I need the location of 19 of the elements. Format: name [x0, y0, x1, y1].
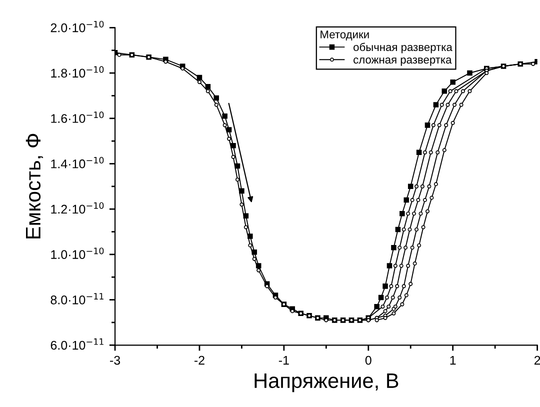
x-tick-label: 1 — [450, 356, 456, 365]
x-tick-label: 0 — [365, 356, 372, 365]
x-tick-label: -2 — [194, 356, 204, 365]
legend-title: Методики — [320, 30, 369, 40]
legend-label: сложная развертка — [354, 58, 452, 66]
y-tick-label: 1.2·10$^{−10}$ — [51, 202, 104, 214]
y-tick-label: 1.6·10$^{−10}$ — [51, 112, 104, 123]
x-axis-title: Напряжение, В — [254, 374, 398, 392]
x-tick-label: -3 — [110, 356, 120, 365]
y-axis-title: Емкость, Ф — [26, 134, 44, 238]
y-tick-label: 1.4·10$^{−10}$ — [51, 156, 104, 168]
y-tick-label: 8.0·10$^{−11}$ — [50, 293, 104, 304]
x-tick-label: -1 — [278, 356, 289, 365]
y-tick-label: 2.0·10$^{−10}$ — [50, 20, 104, 32]
x-tick-label: 2 — [534, 356, 540, 365]
y-tick-label: 6.0·10$^{−11}$ — [50, 338, 104, 350]
y-tick-label: 1.0·10$^{−10}$ — [51, 248, 104, 259]
y-tick-label: 1.8·10$^{−10}$ — [51, 66, 104, 78]
legend-label: обычная развертка — [354, 42, 452, 54]
